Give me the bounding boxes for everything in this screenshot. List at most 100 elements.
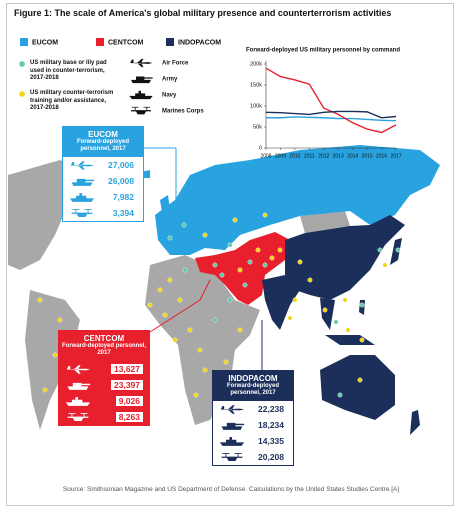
location-dot <box>172 337 178 343</box>
box-row: 13,627 <box>59 361 149 377</box>
branch-icon <box>221 422 245 430</box>
legend-label: EUCOM <box>32 39 58 46</box>
location-dot <box>377 247 383 253</box>
box-row: 26,008 <box>63 173 143 189</box>
branch-icon <box>70 160 95 170</box>
location-dot <box>212 317 218 323</box>
series-line <box>265 110 397 119</box>
personnel-figure: 27,006 <box>108 160 134 170</box>
branch-icon-shape <box>65 396 91 406</box>
box-subtitle: Forward-deployed personnel, 2017 <box>76 139 129 152</box>
branch-icon <box>65 396 91 406</box>
branch-icon-shape <box>66 364 91 374</box>
branch-icon <box>69 192 95 202</box>
source: Source: Smithsonian Magazine and US Depa… <box>62 486 400 493</box>
location-dot <box>187 327 193 333</box>
location-dot <box>242 282 248 288</box>
x-tick-label: 2009 <box>275 153 286 159</box>
line-chart: Forward-deployed US military personnel b… <box>246 48 402 160</box>
landmass <box>300 211 350 233</box>
location-dot <box>342 297 348 303</box>
box-row: 8,263 <box>59 409 149 425</box>
location-dot <box>162 312 168 318</box>
location-dot <box>357 377 363 383</box>
box-title: EUCOM <box>88 130 118 139</box>
location-dot <box>262 262 268 268</box>
box-header: EUCOM Forward-deployed personnel, 2017 <box>63 127 143 157</box>
location-dot <box>322 307 328 313</box>
branch-icon-shape <box>71 208 93 217</box>
location-dot <box>359 337 365 343</box>
box-title: INDOPACOM <box>228 374 278 383</box>
box-subtitle: Forward-deployed personnel, 2017 <box>226 383 279 396</box>
y-tick-label: 0 <box>259 145 262 151</box>
location-dot <box>57 317 63 323</box>
location-dot <box>337 392 343 398</box>
personnel-figure: 18,234 <box>258 420 284 430</box>
x-tick-label: 2008 <box>260 153 271 159</box>
location-dot <box>262 212 268 218</box>
branch-icon <box>219 436 245 446</box>
box-row: 22,238 <box>213 401 293 417</box>
legend: EUCOM CENTCOM INDOPACOM Air Force Army Navy Ma… <box>19 38 221 115</box>
personnel-figure: 20,208 <box>258 452 284 462</box>
branch-label: Air Force <box>162 61 189 67</box>
branch-label: Navy <box>162 93 177 99</box>
location-dot <box>197 347 203 353</box>
indopacom-region <box>262 238 402 345</box>
location-dot <box>255 247 261 253</box>
callout-line <box>149 279 211 333</box>
box-row: 23,397 <box>59 377 149 393</box>
branch-icon-shape <box>69 192 95 202</box>
chart-title: Forward-deployed US military personnel b… <box>246 48 400 54</box>
x-tick-label: 2013 <box>333 153 344 159</box>
title: Figure 1: The scale of America's global … <box>14 8 392 18</box>
personnel-figure: 8,263 <box>115 412 143 422</box>
world-map <box>8 145 440 435</box>
branch-icon <box>67 412 89 421</box>
location-dot <box>287 315 293 321</box>
location-dot <box>223 359 229 365</box>
location-dot <box>181 222 187 228</box>
location-dot <box>182 267 188 273</box>
branch-icon <box>71 178 95 186</box>
x-tick-label: 2010 <box>289 153 300 159</box>
location-dot <box>382 262 388 268</box>
location-dot <box>269 255 275 261</box>
branch-icon-shape <box>70 160 95 170</box>
branch-icon-shape <box>67 412 89 421</box>
branch-icon-shape <box>221 452 243 461</box>
x-tick-label: 2016 <box>376 153 387 159</box>
branch-icon <box>220 404 245 414</box>
location-dot <box>307 277 313 283</box>
location-dot <box>232 217 238 223</box>
branch-icon <box>129 90 153 100</box>
branch-icon-shape <box>219 436 245 446</box>
legend-swatch <box>166 38 174 46</box>
legend-dot <box>19 61 25 67</box>
y-tick-label: 50k <box>253 124 262 130</box>
location-dot <box>157 287 163 293</box>
landmass <box>145 255 260 425</box>
location-dot <box>237 267 243 273</box>
box-row: 27,006 <box>63 157 143 173</box>
command-box: INDOPACOM Forward-deployed personnel, 201… <box>212 370 294 466</box>
personnel-figure: 13,627 <box>111 364 143 374</box>
branch-icon-shape <box>67 382 91 390</box>
eucom-region <box>140 170 170 212</box>
location-dot <box>359 302 365 308</box>
location-dot <box>167 277 173 283</box>
location-dot <box>227 242 233 248</box>
x-tick-label: 2011 <box>304 153 315 159</box>
x-tick-label: 2012 <box>318 153 329 159</box>
location-dot <box>212 262 218 268</box>
box-subtitle: Forward-deployed personnel, 2017 <box>61 343 146 356</box>
x-tick-label: 2015 <box>362 153 373 159</box>
personnel-figure: 26,008 <box>108 176 134 186</box>
box-row: 20,208 <box>213 449 293 465</box>
branch-icon <box>131 76 153 84</box>
box-row: 3,394 <box>63 205 143 221</box>
legend-label: US military counter-terrorism training a… <box>30 90 114 111</box>
y-tick-label: 100k <box>250 103 262 109</box>
